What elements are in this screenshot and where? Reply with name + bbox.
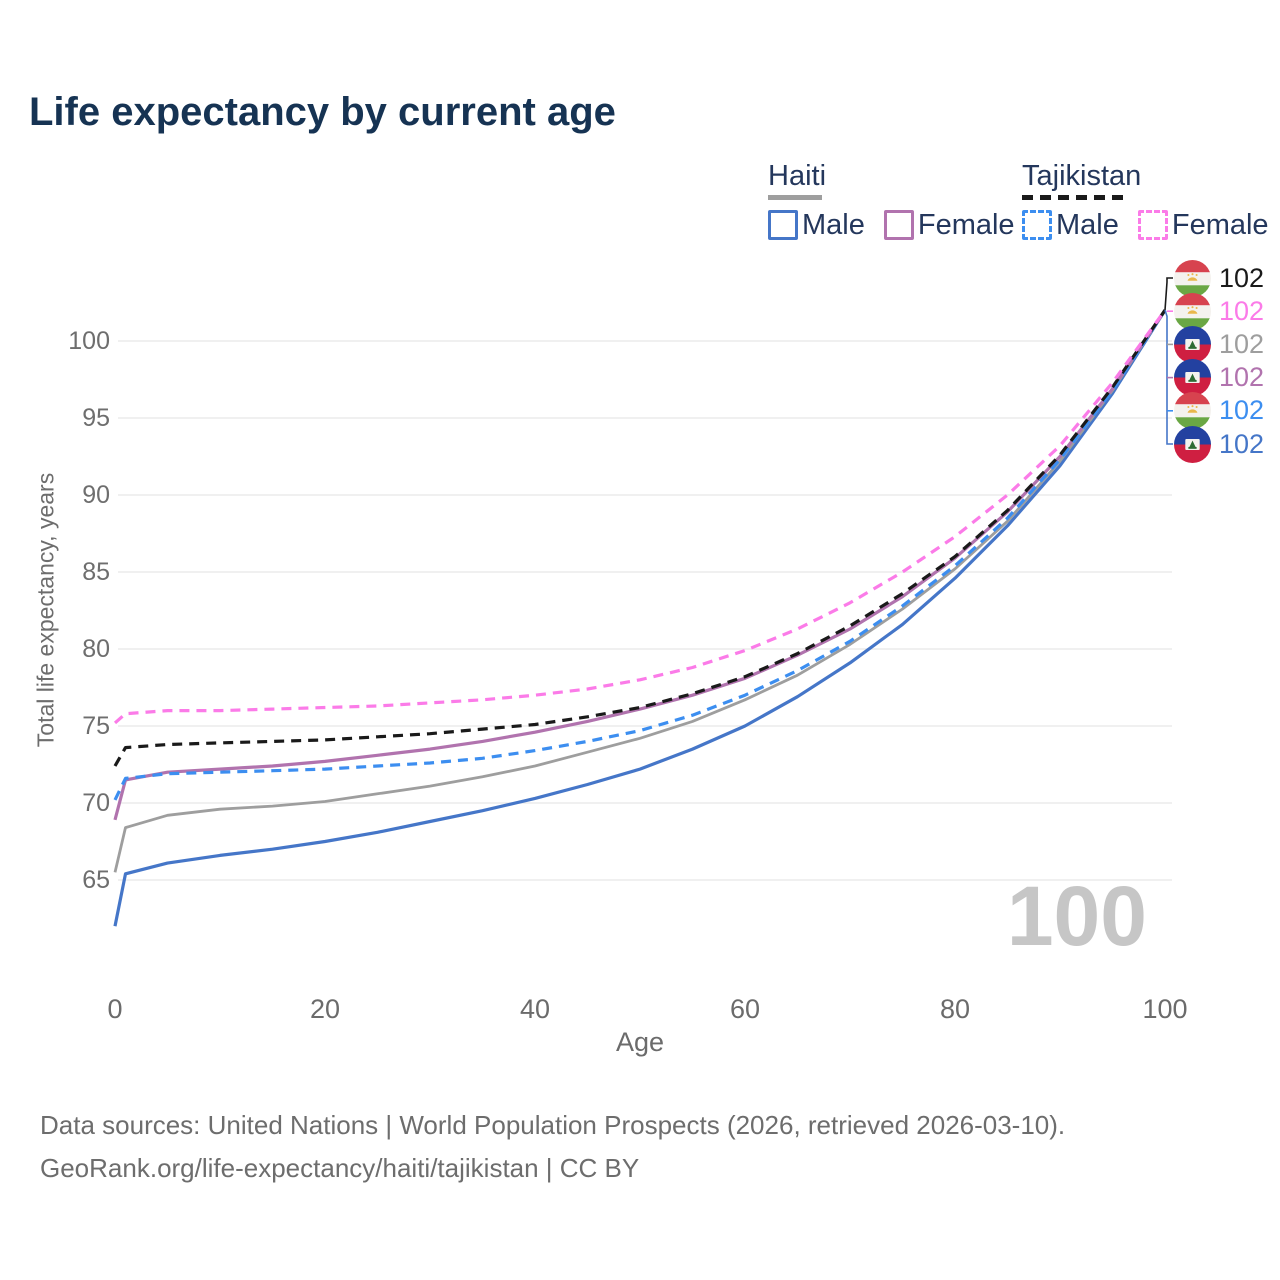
footer-note: Data sources: United Nations | World Pop… (40, 1104, 1240, 1190)
series-line-tajikistan-both (113, 309, 1167, 767)
legend-label-tajikistan-male: Male (1056, 208, 1119, 241)
legend-item-tajikistan-male[interactable]: Male (1022, 210, 1119, 240)
series-line-haiti-both (113, 309, 1167, 873)
y-tick-95: 95 (82, 404, 110, 432)
legend-item-haiti-female[interactable]: Female (883, 208, 1015, 241)
haiti-flag-icon (1174, 325, 1211, 363)
legend-label-haiti-female: Female (917, 208, 1015, 241)
tajikistan-male-checkbox-icon[interactable] (1022, 210, 1052, 240)
haiti-flag-icon (1174, 359, 1211, 397)
y-axis-title: Total life expectancy, years (32, 472, 59, 748)
series-line-tajikistan-male (113, 309, 1167, 801)
legend-group-tajikistan: Tajikistan Male Female (1022, 162, 1269, 240)
legend-country-haiti: Haiti (768, 160, 827, 192)
x-axis-title: Age (615, 1027, 665, 1057)
x-tick-60: 60 (729, 994, 761, 1024)
legend-label-haiti-male: Male (802, 208, 865, 241)
tajikistan-dashed-line-swatch (1022, 195, 1128, 200)
end-label-tajikistan-female: 102 (1174, 292, 1265, 330)
tajikistan-female-checkbox-icon[interactable] (1137, 210, 1168, 240)
end-label-haiti-total: 102 (1174, 325, 1265, 363)
haiti-flag-icon (1174, 425, 1211, 463)
series-line-tajikistan-female (113, 309, 1167, 725)
end-value: 102 (1219, 362, 1265, 393)
tajikistan-flag-icon (1174, 292, 1211, 330)
y-tick-85: 85 (82, 558, 110, 586)
end-value: 102 (1219, 262, 1265, 293)
chart-title: Life expectancy by current age (29, 90, 616, 134)
y-tick-65: 65 (82, 866, 110, 894)
tajikistan-flag-icon (1174, 392, 1211, 430)
data-sources-line: Data sources: United Nations | World Pop… (40, 1110, 1066, 1140)
legend-label-tajikistan-female: Female (1171, 208, 1269, 241)
connector-top (1164, 277, 1173, 311)
y-tick-75: 75 (82, 712, 110, 740)
x-tick-0: 0 (107, 994, 123, 1024)
haiti-solid-line-swatch (768, 195, 822, 200)
end-value: 102 (1219, 395, 1265, 426)
end-label-haiti-female: 102 (1174, 359, 1265, 397)
end-value: 102 (1219, 328, 1265, 359)
y-tick-90: 90 (82, 481, 110, 509)
y-tick-80: 80 (82, 635, 110, 663)
connector-bottom (1164, 309, 1173, 445)
y-tick-70: 70 (82, 789, 110, 817)
x-tick-20: 20 (309, 994, 341, 1024)
legend-country-tajikistan: Tajikistan (1022, 160, 1142, 192)
attribution-line: GeoRank.org/life-expectancy/haiti/tajiki… (40, 1152, 640, 1183)
haiti-female-checkbox-icon[interactable] (883, 210, 914, 240)
end-label-haiti-male: 102 (1174, 425, 1265, 463)
series-line-haiti-male (113, 309, 1167, 927)
end-value: 102 (1219, 428, 1265, 459)
x-tick-40: 40 (519, 994, 551, 1024)
haiti-male-checkbox-icon[interactable] (768, 210, 798, 240)
end-label-tajikistan-male: 102 (1174, 392, 1265, 430)
series-line-haiti-female (113, 309, 1167, 821)
legend-item-tajikistan-female[interactable]: Female (1137, 208, 1269, 241)
x-tick-100: 100 (1142, 994, 1188, 1024)
tajikistan-flag-icon (1174, 259, 1211, 297)
y-tick-100: 100 (68, 327, 110, 355)
end-value: 102 (1219, 295, 1265, 326)
legend-item-haiti-male[interactable]: Male (768, 210, 865, 240)
age-watermark: 100 (1006, 869, 1147, 963)
end-label-tajikistan-total: 102 (1174, 259, 1265, 297)
legend-group-haiti: Haiti Male Female (768, 162, 1015, 240)
x-tick-80: 80 (939, 994, 971, 1024)
